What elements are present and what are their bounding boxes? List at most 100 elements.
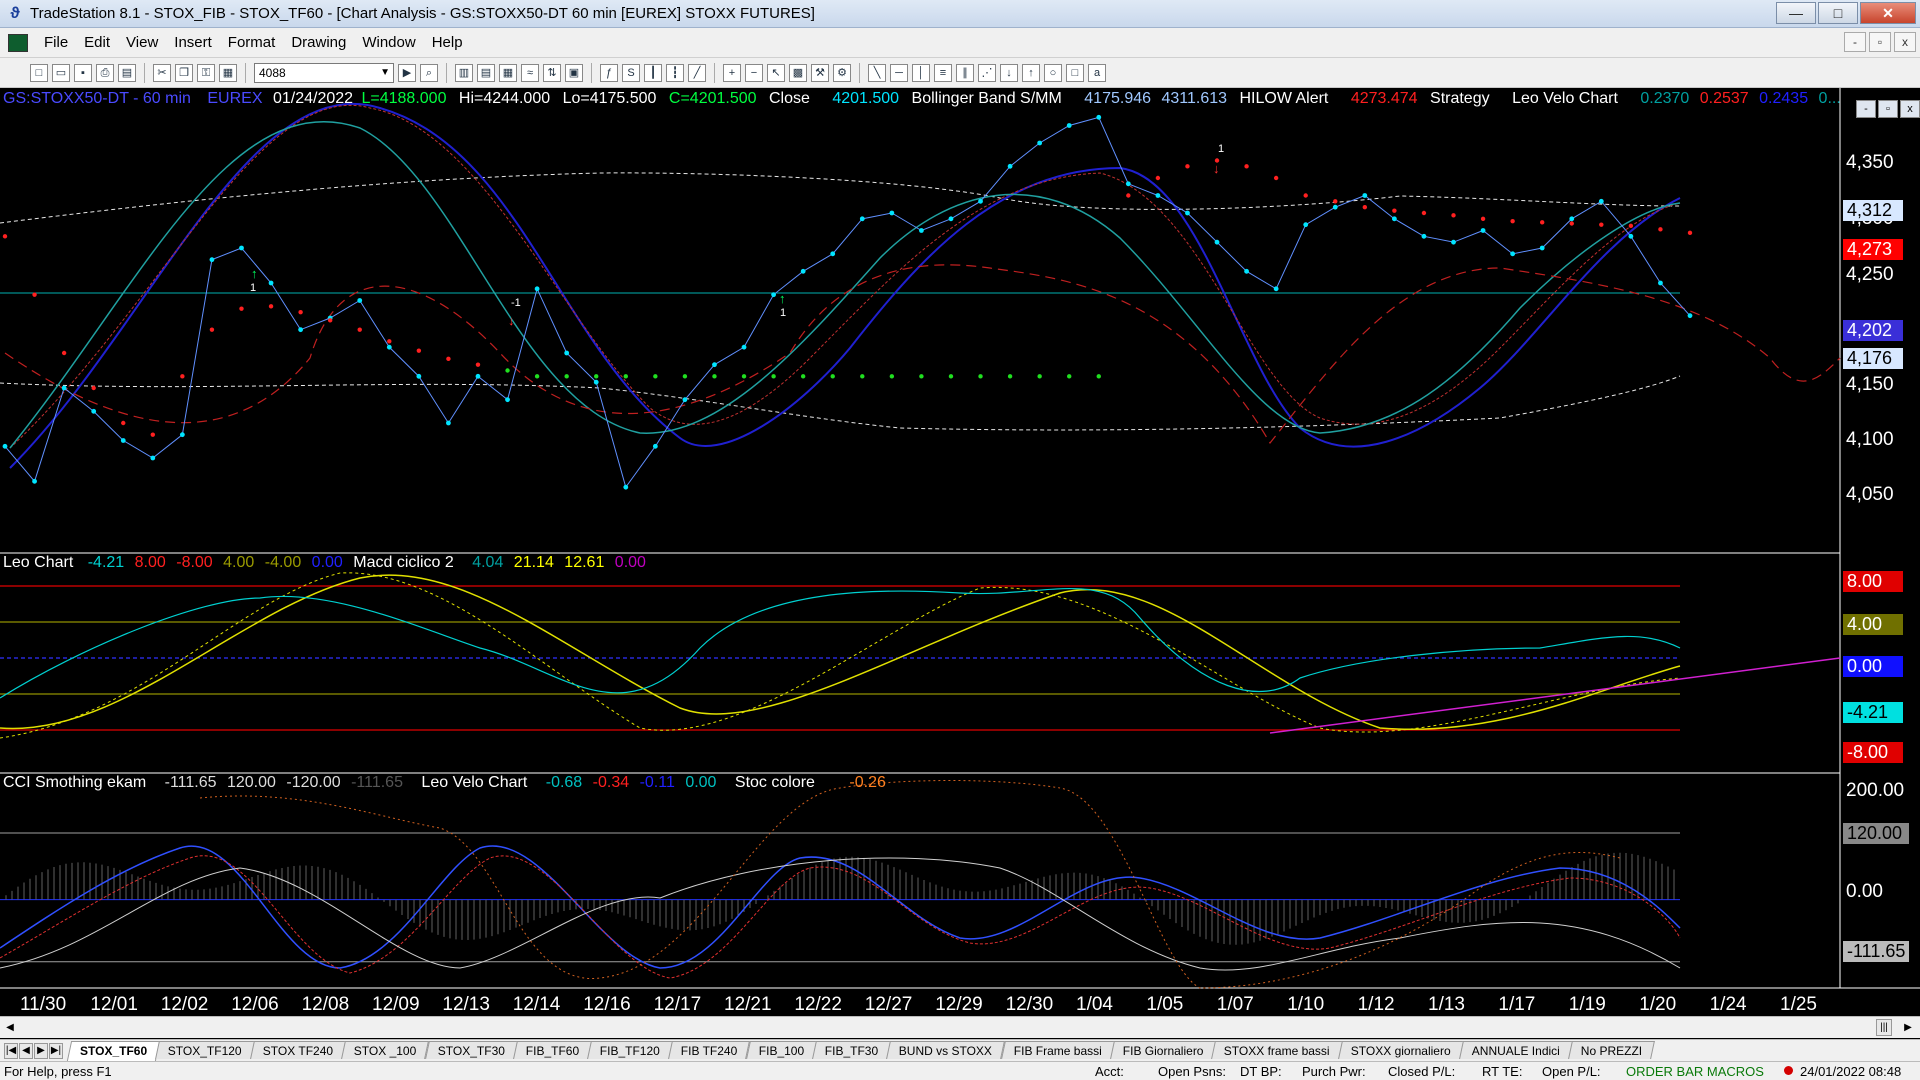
copy-icon[interactable]: ❐ [175, 63, 193, 82]
text-icon[interactable]: a [1088, 63, 1106, 82]
account-icon[interactable]: ▣ [565, 63, 583, 82]
hilow-point [1273, 175, 1279, 181]
tab-stoxx-frame-bassi[interactable]: STOXX frame bassi [1211, 1041, 1344, 1059]
print-preview-icon[interactable]: ▤ [118, 63, 136, 82]
tab-fib-tf30[interactable]: FIB_TF30 [812, 1041, 892, 1059]
play-icon[interactable]: ▶ [398, 63, 416, 82]
print-icon[interactable]: ⎙ [96, 63, 114, 82]
line-chart-icon[interactable]: ╱ [688, 63, 706, 82]
tab-fib-tf120[interactable]: FIB_TF120 [587, 1041, 674, 1059]
tab-next-icon[interactable]: ▶ [34, 1043, 48, 1059]
tab-fib-tf240[interactable]: FIB TF240 [668, 1041, 751, 1059]
save-icon[interactable]: ▪ [74, 63, 92, 82]
menu-insert[interactable]: Insert [174, 34, 212, 51]
channel-icon[interactable]: ∥ [956, 63, 974, 82]
arrow-down-icon[interactable]: ↓ [1000, 63, 1018, 82]
tab-prev-icon[interactable]: ◀ [19, 1043, 33, 1059]
menu-edit[interactable]: Edit [84, 34, 111, 51]
hilow-point [1007, 374, 1013, 379]
hilow-point [2, 234, 8, 239]
hilow-point [1126, 193, 1131, 198]
lock-icon[interactable]: ⚿ [197, 63, 215, 82]
chart-analysis-window[interactable]: ↑ 1 ↓ -1 ↑ 1 ↓ 1 [0, 88, 1920, 1039]
ellipse-icon[interactable]: ○ [1044, 63, 1062, 82]
tab-fib-tf60[interactable]: FIB_TF60 [512, 1041, 593, 1059]
symbol-combo[interactable]: 4088 [254, 62, 394, 83]
menu-file[interactable]: File [44, 34, 69, 51]
tab-stox-tf120[interactable]: STOX_TF120 [155, 1041, 255, 1059]
tab-fib-100[interactable]: FIB_100 [745, 1041, 817, 1059]
hilow-point [534, 374, 540, 379]
candle-icon[interactable]: ┇ [666, 63, 684, 82]
horizontal-line-icon[interactable]: ─ [890, 63, 908, 82]
hilow-point [268, 304, 274, 309]
mdi-minimize-button[interactable]: - [1844, 32, 1866, 52]
vertical-line-icon[interactable]: │ [912, 63, 930, 82]
workspace-icon[interactable]: ▦ [219, 63, 237, 82]
toolbar-separator [245, 62, 246, 83]
close-button[interactable]: ✕ [1860, 2, 1916, 24]
tools-icon[interactable]: ⚒ [811, 63, 829, 82]
strategy-icon[interactable]: S [622, 63, 640, 82]
hilow-point [1510, 218, 1515, 224]
tradebar-icon[interactable]: ≈ [521, 63, 539, 82]
hilow-point [1599, 222, 1604, 227]
bar-chart-icon[interactable]: ┃ [644, 63, 662, 82]
radarscreen-icon[interactable]: ▤ [477, 63, 495, 82]
hilow-point [1480, 216, 1486, 222]
trendline-icon[interactable]: ╲ [868, 63, 886, 82]
menu-view[interactable]: View [126, 34, 159, 51]
tab-stox-tf30[interactable]: STOX_TF30 [424, 1041, 518, 1059]
fibonacci-icon[interactable]: ≡ [934, 63, 952, 82]
hilow-point [1037, 374, 1042, 379]
new-icon[interactable]: □ [30, 63, 48, 82]
tab-annuale-indici[interactable]: ANNUALE Indici [1459, 1041, 1573, 1059]
arrow-up-icon[interactable]: ↑ [1022, 63, 1040, 82]
menu-drawing[interactable]: Drawing [291, 34, 347, 51]
price-point [475, 373, 481, 379]
menu-format[interactable]: Format [227, 34, 276, 51]
tab-bund-vs-stoxx[interactable]: BUND vs STOXX [886, 1041, 1006, 1059]
tab-stox-100[interactable]: STOX _100 [341, 1041, 430, 1059]
tab-stoxx-giornaliero[interactable]: STOXX giornaliero [1338, 1041, 1464, 1059]
buy-signal-arrow: ↑ [251, 266, 258, 281]
tab-last-icon[interactable]: ▶| [49, 1043, 63, 1059]
toolbar-separator [714, 62, 715, 83]
zoom-out-icon[interactable]: − [745, 63, 763, 82]
minimize-button[interactable]: — [1776, 2, 1816, 24]
mdi-close-button[interactable]: x [1894, 32, 1916, 52]
price-point [830, 251, 836, 257]
cycle-line-blue [9, 102, 1681, 469]
cut-icon[interactable]: ✂ [153, 63, 171, 82]
gann-fan-icon[interactable]: ⋰ [978, 63, 996, 82]
chart-document-icon[interactable] [8, 33, 28, 52]
indicator-icon[interactable]: ƒ [600, 63, 618, 82]
open-icon[interactable]: ▭ [52, 63, 70, 82]
menu-help[interactable]: Help [431, 34, 463, 51]
status-macros[interactable]: ORDER BAR MACROS [1626, 1064, 1764, 1079]
zoom-in-icon[interactable]: + [723, 63, 741, 82]
price-panel[interactable]: ↑ 1 ↓ -1 ↑ 1 ↓ 1 [0, 88, 1920, 989]
tab-stox-tf60[interactable]: STOX_TF60 [66, 1041, 161, 1061]
hilow-point [1628, 223, 1634, 229]
bollinger-lower-line [0, 375, 1681, 431]
tab-fib-frame-bassi[interactable]: FIB Frame bassi [1000, 1041, 1115, 1059]
data-window-icon[interactable]: ▩ [789, 63, 807, 82]
tab-first-icon[interactable]: |◀ [4, 1043, 18, 1059]
price-point [120, 438, 126, 443]
order-icon[interactable]: ⇅ [543, 63, 561, 82]
mdi-restore-button[interactable]: ▫ [1869, 32, 1891, 52]
tab-no-prezzi[interactable]: No PREZZI [1568, 1041, 1656, 1059]
pointer-icon[interactable]: ↖ [767, 63, 785, 82]
menu-window[interactable]: Window [362, 34, 416, 51]
maximize-button[interactable]: □ [1818, 2, 1858, 24]
hilow-point [446, 356, 451, 362]
tab-stox-tf240[interactable]: STOX TF240 [250, 1041, 347, 1059]
symbol-search-icon[interactable]: ⌕ [420, 63, 438, 82]
price-series-group [2, 114, 1693, 490]
macro-icon[interactable]: ⚙ [833, 63, 851, 82]
rectangle-icon[interactable]: □ [1066, 63, 1084, 82]
chart-analysis-icon[interactable]: ▥ [455, 63, 473, 82]
matrix-icon[interactable]: ▦ [499, 63, 517, 82]
tab-fib-giornaliero[interactable]: FIB Giornaliero [1109, 1041, 1217, 1059]
